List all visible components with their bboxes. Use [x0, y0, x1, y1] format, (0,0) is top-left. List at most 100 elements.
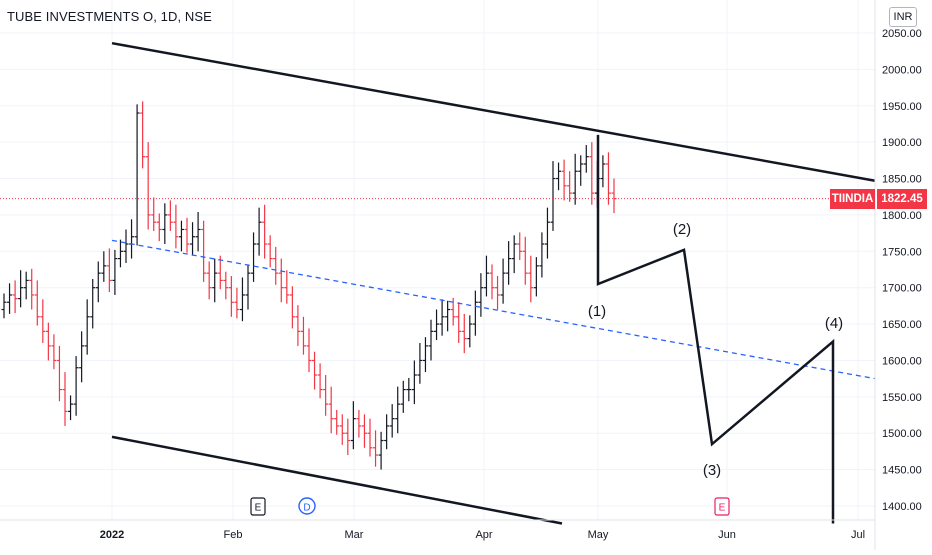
ohlc-bar	[350, 401, 356, 450]
ohlc-bar	[251, 232, 257, 282]
ohlc-bar	[190, 222, 196, 256]
ohlc-bar	[461, 313, 467, 354]
wave-label: (4)	[825, 315, 843, 332]
ohlc-bar	[483, 255, 489, 297]
ohlc-bar	[123, 229, 129, 263]
ohlc-bar	[273, 246, 279, 285]
drawings[interactable]: (1) (2) (3) (4)	[0, 41, 876, 525]
ohlc-bar	[567, 171, 573, 202]
ohlc-bar	[234, 287, 240, 319]
upper-channel-line	[111, 41, 876, 182]
ohlc-bar	[306, 328, 312, 373]
wave-label: (1)	[588, 303, 606, 320]
ohlc-bar	[600, 155, 606, 188]
event-marker-label: E	[255, 503, 262, 514]
ohlc-bar	[62, 372, 68, 426]
ohlc-bar	[117, 239, 123, 268]
ohlc-bar	[406, 377, 412, 402]
y-tick-label: 1850.00	[882, 174, 922, 186]
ohlc-bar	[223, 271, 229, 300]
ohlc-bar	[378, 431, 384, 470]
ohlc-bar	[361, 414, 367, 448]
ohlc-bar	[267, 235, 273, 268]
ohlc-bar	[284, 270, 290, 304]
ohlc-bar	[345, 418, 351, 456]
ohlc-bar	[184, 217, 190, 253]
y-tick-label: 1600.00	[882, 355, 922, 367]
ohlc-bar	[506, 241, 512, 285]
ohlc-bar	[106, 248, 112, 293]
ohlc-bar	[129, 219, 135, 259]
ohlc-bar	[578, 155, 584, 186]
ohlc-bar	[539, 232, 545, 278]
ohlc-bar	[400, 380, 406, 413]
ohlc-bars	[1, 101, 617, 470]
ohlc-bar	[145, 142, 151, 230]
ohlc-bar	[212, 258, 218, 303]
price-axis[interactable]: 2050.00 2000.00 1950.00 1900.00 1850.00 1800.…	[874, 0, 922, 550]
event-marker-dividend[interactable]: D	[298, 497, 316, 515]
symbol-badge: TIINDIA	[830, 189, 875, 209]
y-tick-label: 2050.00	[882, 28, 922, 40]
ohlc-bar	[528, 255, 534, 303]
x-tick-label: 2022	[100, 529, 124, 541]
ohlc-bar	[245, 264, 251, 310]
x-tick-label: Mar	[345, 529, 364, 541]
ohlc-bar	[156, 213, 162, 242]
x-tick-label: Feb	[224, 529, 243, 541]
ohlc-bar	[151, 197, 157, 231]
ohlc-bar	[561, 159, 567, 201]
ohlc-bar	[68, 395, 74, 421]
ohlc-bar	[478, 273, 484, 317]
ohlc-bar	[489, 264, 495, 300]
ohlc-bar	[29, 268, 35, 310]
ohlc-bar	[467, 315, 473, 348]
ohlc-bar	[56, 345, 62, 402]
event-marker-earnings-upcoming[interactable]: E	[714, 497, 730, 516]
ohlc-bar	[544, 207, 550, 259]
event-marker-label: E	[719, 503, 726, 514]
y-tick-label: 1550.00	[882, 392, 922, 404]
channel-midline	[111, 239, 876, 380]
ohlc-bar	[522, 236, 528, 285]
y-tick-label: 2000.00	[882, 64, 922, 76]
ohlc-bar	[373, 430, 379, 467]
lower-channel-line	[111, 435, 563, 525]
ohlc-bar	[511, 235, 517, 274]
ohlc-bar	[395, 386, 401, 434]
ohlc-bar	[262, 204, 268, 259]
ohlc-bar	[1, 293, 7, 319]
ohlc-bar	[389, 404, 395, 438]
ohlc-bar	[23, 271, 29, 300]
ohlc-bar	[472, 290, 478, 336]
ohlc-bar	[256, 207, 262, 256]
ohlc-bar	[550, 161, 556, 231]
ohlc-bar	[228, 276, 234, 317]
y-tick-label: 1700.00	[882, 283, 922, 295]
ohlc-bar	[384, 414, 390, 450]
ohlc-bar	[611, 178, 617, 214]
wave-projection-path	[596, 134, 835, 524]
ohlc-bar	[556, 162, 562, 191]
y-tick-label: 1650.00	[882, 319, 922, 331]
ohlc-bar	[140, 101, 146, 169]
y-tick-label: 1800.00	[882, 210, 922, 222]
ohlc-bar	[445, 300, 451, 332]
ohlc-bar	[317, 363, 323, 399]
ohlc-bar	[173, 204, 179, 249]
currency-button[interactable]: INR	[889, 7, 917, 27]
ohlc-bar	[95, 261, 101, 303]
time-axis[interactable]: 2022 Feb Mar Apr May Jun Jul	[0, 519, 875, 541]
ohlc-bar	[367, 418, 373, 457]
x-tick-label: Jun	[718, 529, 736, 541]
ohlc-bar	[495, 276, 501, 310]
ohlc-bar	[18, 270, 24, 308]
ohlc-bar	[195, 212, 201, 252]
ohlc-bar	[40, 299, 46, 343]
ohlc-bar	[217, 255, 223, 290]
event-marker-earnings[interactable]: E	[250, 497, 266, 516]
x-tick-label: Jul	[851, 529, 865, 541]
